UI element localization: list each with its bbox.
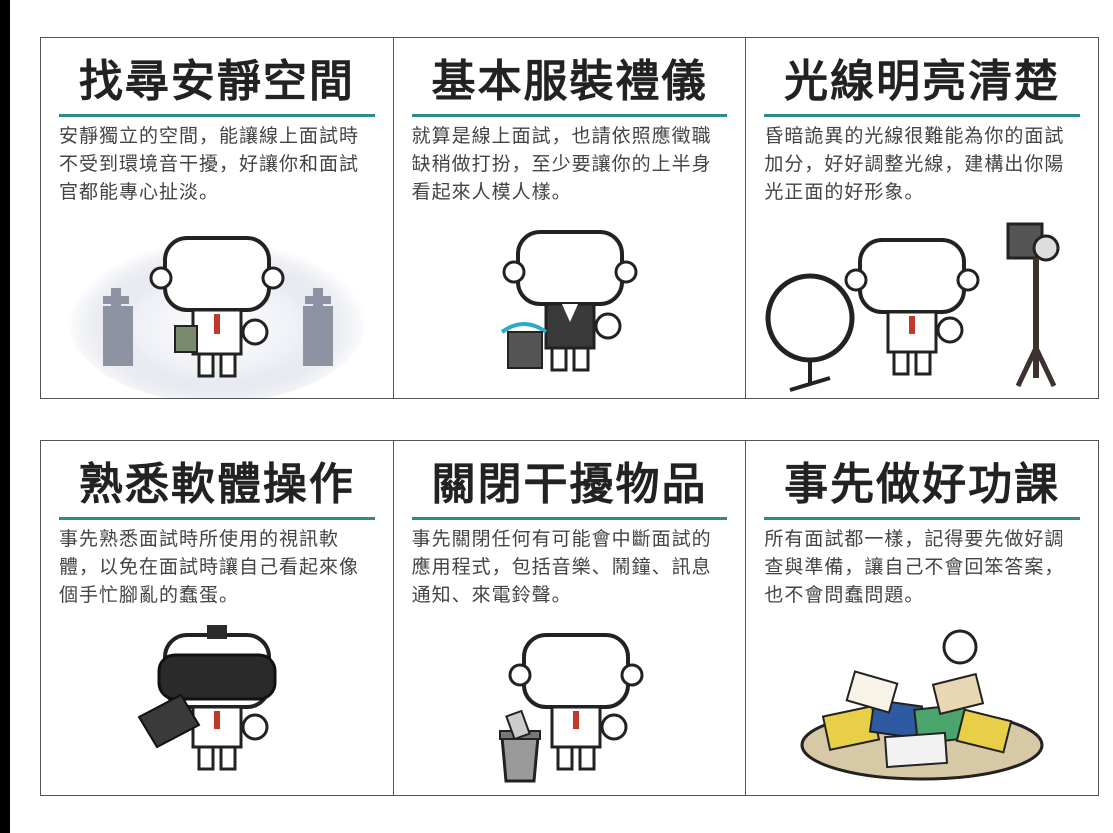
left-edge-bar [0,0,10,833]
title-underline [411,517,728,520]
tip-title: 關閉干擾物品 [431,459,708,510]
tips-row-2: 熟悉軟體操作 事先熟悉面試時所使用的視訊軟體，以免在面試時讓自己看起來像個手忙腳… [40,440,1099,796]
title-underline [59,114,375,117]
quiet-room-figure-icon [41,218,393,398]
trash-bin-figure-icon [394,615,746,795]
dressed-figure-icon [394,218,746,398]
tips-row-1: 找尋安靜空間 安靜獨立的空間，能讓線上面試時不受到環境音干擾，好讓你和面試官都能… [40,37,1099,399]
tip-title: 基本服裝禮儀 [431,56,708,107]
tip-panel-software: 熟悉軟體操作 事先熟悉面試時所使用的視訊軟體，以免在面試時讓自己看起來像個手忙腳… [41,441,394,795]
tip-panel-dress-code: 基本服裝禮儀 就算是線上面試，也請依照應徵職缺稍做打扮，至少要讓你的上半身看起來… [393,38,747,398]
title-underline [764,114,1081,117]
tip-description: 事先熟悉面試時所使用的視訊軟體，以免在面試時讓自己看起來像個手忙腳亂的蠢蛋。 [59,528,360,606]
tip-title: 熟悉軟體操作 [78,459,355,510]
title-underline [764,517,1081,520]
tip-title: 光線明亮清楚 [784,56,1061,107]
lighting-figure-icon [746,218,1098,398]
tip-description: 安靜獨立的空間，能讓線上面試時不受到環境音干擾，好讓你和面試官都能專心扯淡。 [59,125,360,203]
tip-panel-lighting: 光線明亮清楚 昏暗詭異的光線很難能為你的面試加分，好好調整光線，建構出你陽光正面… [746,38,1099,398]
title-underline [59,517,375,520]
tip-panel-quiet-space: 找尋安靜空間 安靜獨立的空間，能讓線上面試時不受到環境音干擾，好讓你和面試官都能… [41,38,394,398]
tip-title: 找尋安靜空間 [78,56,355,107]
tip-description: 昏暗詭異的光線很難能為你的面試加分，好好調整光線，建構出你陽光正面的好形象。 [764,125,1065,203]
tip-description: 事先關閉任何有可能會中斷面試的應用程式，包括音樂、鬧鐘、訊息通知、來電鈴聲。 [411,528,712,606]
tip-panel-homework: 事先做好功課 所有面試都一樣，記得要先做好調查與準備，讓自己不會回笨答案，也不會… [746,441,1099,795]
tip-description: 所有面試都一樣，記得要先做好調查與準備，讓自己不會回笨答案，也不會問蠢問題。 [764,528,1065,606]
title-underline [411,114,728,117]
tip-description: 就算是線上面試，也請依照應徵職缺稍做打扮，至少要讓你的上半身看起來人模人樣。 [411,125,712,203]
tip-panel-close-apps: 關閉干擾物品 事先關閉任何有可能會中斷面試的應用程式，包括音樂、鬧鐘、訊息通知、… [393,441,747,795]
tip-title: 事先做好功課 [784,459,1061,510]
vr-headset-figure-icon [41,615,393,795]
book-pile-figure-icon [746,615,1098,795]
